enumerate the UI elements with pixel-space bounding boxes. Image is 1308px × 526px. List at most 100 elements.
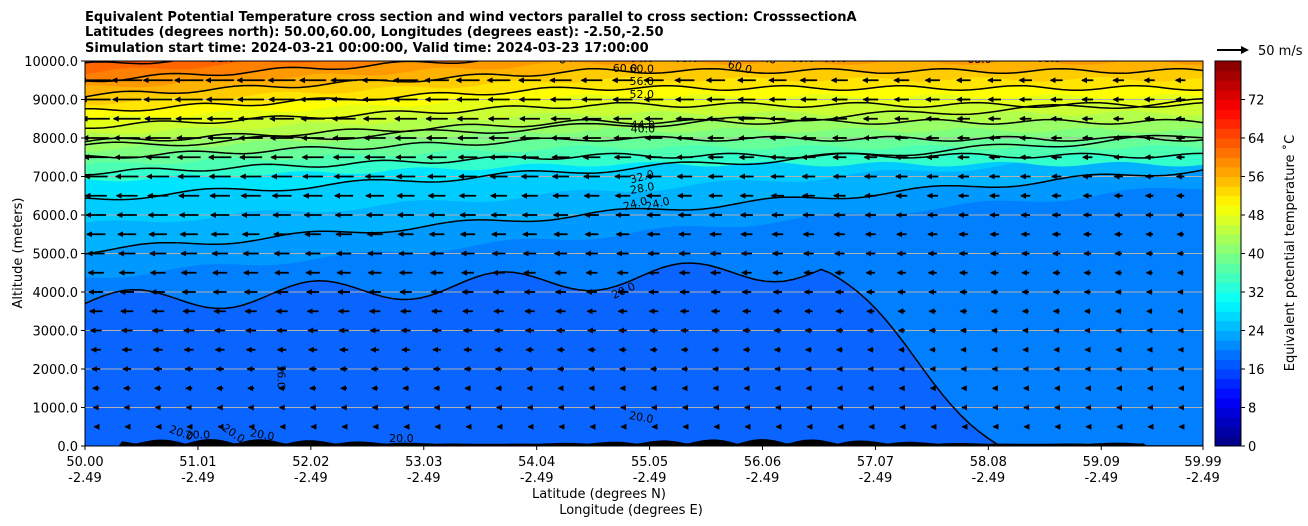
x-axis-label-latitude: Latitude (degrees N) bbox=[532, 487, 666, 502]
x-tick-label-latitude: 56.06 bbox=[744, 455, 781, 470]
x-tick-label-longitude: -2.49 bbox=[407, 471, 441, 486]
colorbar-tick-label: 72 bbox=[1248, 94, 1265, 109]
wind-vectors bbox=[85, 77, 1186, 430]
colorbar-tick-label: 8 bbox=[1248, 402, 1256, 417]
contour-label: 32.0 bbox=[628, 168, 655, 187]
colorbar-tick-label: 16 bbox=[1248, 363, 1265, 378]
x-axis: 50.00-2.4951.01-2.4952.02-2.4953.03-2.49… bbox=[66, 446, 1222, 486]
y-tick-label: 5000.0 bbox=[33, 248, 79, 263]
colorbar-segment bbox=[1215, 224, 1241, 235]
colorbar-tick-label: 40 bbox=[1248, 248, 1265, 263]
colorbar-segment bbox=[1215, 109, 1241, 120]
colorbar-segment bbox=[1215, 426, 1241, 437]
contour-label: 24.0 bbox=[644, 194, 671, 213]
contour-label: 40.0 bbox=[631, 123, 656, 136]
colorbar-segment bbox=[1215, 147, 1241, 158]
colorbar-segment bbox=[1215, 330, 1241, 341]
x-tick-label-latitude: 59.09 bbox=[1083, 455, 1120, 470]
colorbar-segment bbox=[1215, 292, 1241, 303]
x-tick-label-latitude: 52.02 bbox=[292, 455, 329, 470]
x-tick-label-latitude: 54.04 bbox=[518, 455, 555, 470]
y-axis-label: Altitude (meters) bbox=[11, 198, 26, 309]
colorbar-segment bbox=[1215, 369, 1241, 380]
contour-line bbox=[85, 84, 1203, 112]
colorbar-segment bbox=[1215, 195, 1241, 206]
colorbar-tick-label: 0 bbox=[1248, 440, 1256, 455]
colorbar-segment bbox=[1215, 320, 1241, 331]
contour-line bbox=[85, 135, 1203, 159]
colorbar-segment bbox=[1215, 272, 1241, 283]
colorbar-segment bbox=[1215, 138, 1241, 149]
wind-key: 50 m/s bbox=[1217, 44, 1303, 59]
wind-key-arrowhead bbox=[1241, 46, 1249, 54]
y-tick-label: 3000.0 bbox=[33, 325, 79, 340]
colorbar-tick-label: 64 bbox=[1248, 132, 1265, 147]
x-axis-label-longitude: Longitude (degrees E) bbox=[559, 503, 703, 518]
contour-label: 56.0 bbox=[630, 75, 655, 88]
contour-label: 16.0 bbox=[274, 364, 287, 389]
colorbar-segment bbox=[1215, 436, 1241, 447]
colorbar-segment bbox=[1215, 311, 1241, 322]
contour-line bbox=[85, 61, 483, 83]
colorbar-tick-label: 32 bbox=[1248, 286, 1265, 301]
contour-line bbox=[85, 262, 1203, 446]
contour-label: 20.0 bbox=[389, 432, 414, 445]
temperature-band bbox=[85, 61, 1203, 88]
chart-title-line-3: Simulation start time: 2024-03-21 00:00:… bbox=[85, 41, 649, 56]
colorbar-label: Equivalent potential temperature ˚C bbox=[1282, 135, 1298, 371]
contour-line bbox=[85, 67, 1203, 98]
colorbar-segment bbox=[1215, 215, 1241, 226]
y-tick-label: 8000.0 bbox=[33, 132, 79, 147]
colorbar-segment bbox=[1215, 301, 1241, 312]
y-tick-label: 1000.0 bbox=[33, 402, 79, 417]
colorbar: 0 8 16 24 32 40 48 56 64 72 bbox=[1214, 60, 1265, 455]
y-tick-label: 6000.0 bbox=[33, 209, 79, 224]
plot-area: 52.0 64.060.060.056.052.064.0 68.0 60.060.0… bbox=[85, 50, 1203, 446]
contour-label: 20.0 bbox=[249, 426, 275, 443]
x-tick-label-longitude: -2.49 bbox=[859, 471, 893, 486]
contour-label: 52.0 bbox=[630, 88, 655, 101]
colorbar-segment bbox=[1215, 417, 1241, 428]
colorbar-segment bbox=[1215, 388, 1241, 399]
contour-label: 68.0 bbox=[967, 53, 992, 66]
x-tick-label-latitude: 51.01 bbox=[179, 455, 216, 470]
contour-label: 24.0 bbox=[622, 194, 649, 213]
colorbar-tick-label: 24 bbox=[1248, 325, 1265, 340]
contour-line bbox=[85, 152, 1203, 176]
chart-title-line-2: Latitudes (degrees north): 50.00,60.00, … bbox=[85, 25, 664, 40]
colorbar-segment bbox=[1215, 407, 1241, 418]
contour-label: 44.0 bbox=[631, 118, 656, 131]
y-tick-label: 9000.0 bbox=[33, 94, 79, 109]
x-tick-label-longitude: -2.49 bbox=[294, 471, 328, 486]
x-tick-label-longitude: -2.49 bbox=[746, 471, 780, 486]
contour-label: 52.0 bbox=[210, 52, 235, 65]
contour-label: 20.0 bbox=[186, 428, 211, 441]
chart-title-line-1: Equivalent Potential Temperature cross s… bbox=[85, 10, 857, 25]
contour-label: 68.0 bbox=[674, 52, 699, 65]
x-tick-label-latitude: 55.05 bbox=[631, 455, 668, 470]
colorbar-segment bbox=[1215, 186, 1241, 197]
y-tick-label: 7000.0 bbox=[33, 171, 79, 186]
colorbar-segment bbox=[1215, 89, 1241, 100]
colorbar-segment bbox=[1215, 61, 1241, 72]
y-tick-label: 0.0 bbox=[57, 440, 78, 455]
colorbar-tick-label: 48 bbox=[1248, 209, 1265, 224]
x-tick-label-latitude: 50.00 bbox=[66, 455, 103, 470]
colorbar-segment bbox=[1215, 99, 1241, 110]
colorbar-segment bbox=[1215, 282, 1241, 293]
colorbar-segment bbox=[1215, 166, 1241, 177]
contour-label: 64.0 bbox=[630, 52, 655, 65]
colorbar-segment bbox=[1215, 128, 1241, 139]
contour-label: 60.0 bbox=[751, 50, 777, 67]
x-tick-label-latitude: 59.99 bbox=[1184, 455, 1221, 470]
colorbar-segment bbox=[1215, 243, 1241, 254]
terrain-fill bbox=[85, 439, 1203, 446]
colorbar-segment bbox=[1215, 157, 1241, 168]
colorbar-segment bbox=[1215, 349, 1241, 360]
contour-label: 60.0 bbox=[630, 63, 655, 76]
colorbar-tick-label: 56 bbox=[1248, 171, 1265, 186]
contour-line bbox=[85, 134, 1203, 201]
x-tick-label-longitude: -2.49 bbox=[68, 471, 102, 486]
colorbar-segment bbox=[1215, 118, 1241, 129]
colorbar-segment bbox=[1215, 176, 1241, 187]
